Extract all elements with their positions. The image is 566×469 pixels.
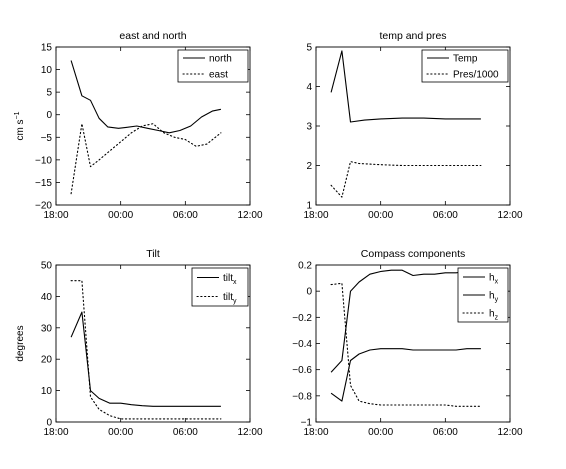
legend-label: Pres/1000 bbox=[453, 70, 499, 81]
y-tick-label: 0 bbox=[46, 418, 52, 429]
series-line-tilt-x bbox=[70, 311, 221, 407]
y-tick-label: 20 bbox=[41, 355, 53, 366]
y-axis-label: degrees bbox=[15, 325, 26, 361]
legend-label-name: h bbox=[489, 309, 495, 320]
legend: north east bbox=[177, 49, 249, 83]
series-line-tilt-y bbox=[70, 280, 222, 420]
x-tick-label: 18:00 bbox=[303, 210, 328, 221]
legend-label: hx bbox=[489, 273, 499, 286]
y-tick-label: −0.4 bbox=[292, 339, 312, 350]
y-tick-label: −1 bbox=[301, 418, 313, 429]
y-tick-label: 4 bbox=[306, 82, 312, 93]
legend-label-subscript: x bbox=[233, 279, 237, 286]
y-tick-label: 3 bbox=[306, 122, 312, 133]
legend-label-name: east bbox=[209, 70, 228, 81]
x-tick-label: 00:00 bbox=[368, 210, 393, 221]
legend-label-name: tilt bbox=[223, 273, 233, 284]
legend-label: hz bbox=[489, 309, 499, 322]
y-tick-label: −10 bbox=[35, 155, 52, 166]
legend-label-name: north bbox=[209, 54, 232, 65]
series-line-h-z bbox=[330, 282, 482, 407]
chart-panel-2: 18:00 00:00 06:00 12:00 1 2 3 4 5 temp and pres Te… bbox=[303, 30, 522, 221]
x-tick-label: 00:00 bbox=[108, 427, 133, 438]
x-tick-label: 12:00 bbox=[237, 427, 262, 438]
plot-frame bbox=[55, 264, 251, 423]
chart-title: Compass components bbox=[361, 248, 465, 260]
y-tick-label: 50 bbox=[41, 261, 53, 272]
x-tick-label: 18:00 bbox=[43, 210, 68, 221]
series-line-h-y bbox=[330, 348, 481, 402]
legend-label-name: h bbox=[489, 273, 495, 284]
legend-label: tiltx bbox=[223, 273, 237, 286]
x-tick-label: 18:00 bbox=[43, 427, 68, 438]
legend-label: tilty bbox=[223, 292, 237, 305]
legend: Temp Pres/1000 bbox=[421, 49, 509, 83]
x-tick-label: 06:00 bbox=[433, 210, 458, 221]
y-axis-label-superscript: −1 bbox=[14, 111, 21, 119]
legend-label: north bbox=[209, 54, 232, 65]
chart-panel-1: 18:00 00:00 06:00 12:00 −20 −15 −10 −5 0 5 10 15 eas… bbox=[14, 30, 263, 221]
chart-panel-4: 18:00 00:00 06:00 12:00 −1 −0.8 −0.6 −0.4 −0.2 0 0… bbox=[292, 248, 523, 438]
x-tick-label: 06:00 bbox=[433, 427, 458, 438]
y-tick-label: −20 bbox=[35, 201, 52, 212]
legend-box bbox=[191, 267, 249, 307]
chart-title: Tilt bbox=[146, 248, 160, 260]
y-tick-label: −0.8 bbox=[292, 391, 312, 402]
y-axis-label: cm s−1 bbox=[14, 111, 26, 140]
y-axis-label-text: cm s bbox=[15, 119, 26, 140]
y-tick-label: 40 bbox=[41, 292, 53, 303]
chart-title: temp and pres bbox=[379, 30, 446, 42]
y-tick-label: 0 bbox=[46, 110, 52, 121]
y-tick-label: 10 bbox=[41, 386, 53, 397]
plot-frame bbox=[55, 46, 251, 206]
legend-label: hy bbox=[489, 291, 499, 304]
series-line-Temp bbox=[330, 50, 481, 123]
y-tick-label: 5 bbox=[46, 88, 52, 99]
series-line-east bbox=[70, 123, 222, 195]
x-tick-label: 12:00 bbox=[497, 427, 522, 438]
y-tick-label: 2 bbox=[306, 161, 312, 172]
legend-box bbox=[177, 49, 249, 83]
x-tick-label: 12:00 bbox=[237, 210, 262, 221]
legend-label-name: Temp bbox=[453, 54, 478, 65]
legend-label: Temp bbox=[453, 54, 478, 65]
y-tick-label: 1 bbox=[306, 201, 312, 212]
legend-label: east bbox=[209, 70, 228, 81]
x-tick-label: 06:00 bbox=[173, 210, 198, 221]
x-tick-label: 06:00 bbox=[173, 427, 198, 438]
chart-title: east and north bbox=[119, 30, 186, 42]
legend-label-name: Pres/1000 bbox=[453, 70, 499, 81]
y-tick-label: 10 bbox=[41, 65, 53, 76]
y-tick-label: 15 bbox=[41, 43, 53, 54]
y-tick-label: 5 bbox=[306, 43, 312, 54]
legend-label-subscript: x bbox=[495, 279, 499, 286]
legend-label-name: h bbox=[489, 291, 495, 302]
x-tick-label: 18:00 bbox=[303, 427, 328, 438]
y-tick-label: −0.6 bbox=[292, 365, 312, 376]
x-tick-label: 00:00 bbox=[108, 210, 133, 221]
legend-box bbox=[421, 49, 509, 83]
legend-label-name: tilt bbox=[223, 292, 233, 303]
legend-label-subscript: z bbox=[495, 315, 499, 322]
y-tick-label: −0.2 bbox=[292, 313, 312, 324]
y-tick-label: −15 bbox=[35, 178, 52, 189]
y-tick-label: −5 bbox=[41, 133, 53, 144]
y-tick-label: 30 bbox=[41, 323, 53, 334]
legend-label-subscript: y bbox=[233, 298, 237, 305]
x-tick-label: 00:00 bbox=[368, 427, 393, 438]
series-line-north bbox=[70, 60, 222, 134]
series-line-Pres/1000 bbox=[330, 161, 482, 198]
x-tick-label: 12:00 bbox=[497, 210, 522, 221]
series-line-h-x bbox=[330, 269, 481, 373]
chart-panel-3: 18:00 00:00 06:00 12:00 0 10 20 30 40 50 Tilt degre… bbox=[15, 248, 263, 438]
legend-label-subscript: y bbox=[495, 297, 499, 304]
y-axis-label-text: degrees bbox=[15, 325, 26, 361]
y-tick-label: 0 bbox=[306, 287, 312, 298]
y-tick-label: 0.2 bbox=[298, 261, 312, 272]
